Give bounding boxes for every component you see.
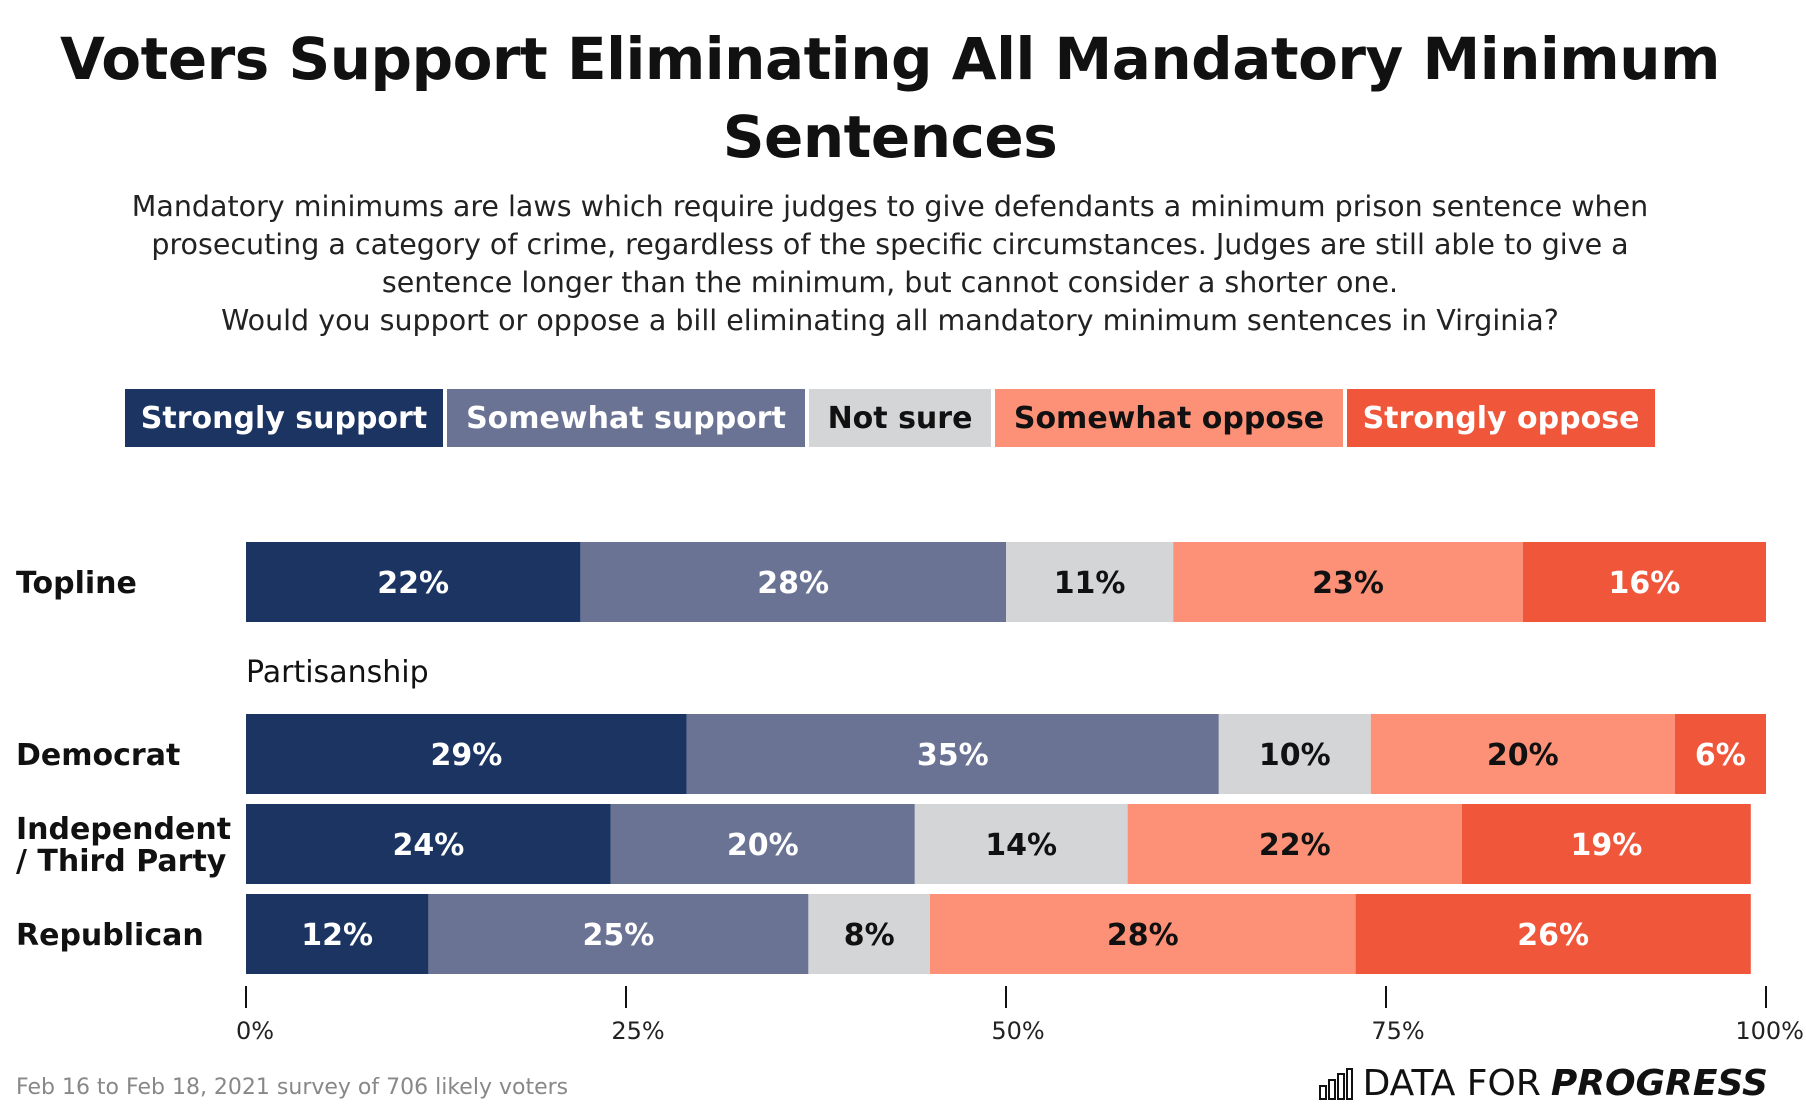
brand-strong: PROGRESS: [1550, 1063, 1768, 1104]
row-label: / Third Party: [16, 844, 227, 879]
bar-segment: [686, 714, 1219, 794]
row-label: Democrat: [16, 738, 180, 773]
data-label: 11%: [1054, 566, 1126, 601]
data-label: 23%: [1312, 566, 1384, 601]
legend-item: Not sure: [809, 389, 991, 447]
bar-segment: [246, 542, 581, 622]
brand-logo: DATA FOR PROGRESS: [1318, 1063, 1768, 1104]
brand-prefix: DATA FOR: [1362, 1063, 1541, 1104]
bar-segment: [1173, 542, 1523, 622]
data-label: 35%: [917, 738, 989, 773]
legend-item: Somewhat support: [447, 389, 805, 447]
data-label: 22%: [377, 566, 449, 601]
data-label: 28%: [757, 566, 829, 601]
data-label: 8%: [844, 918, 895, 953]
row-label: Independent: [16, 812, 231, 847]
x-tick-label: 0%: [236, 1017, 274, 1045]
stacked-bar-chart: Topline 22% 28% 11% 23% 16% Partisanship Democr…: [16, 542, 1804, 1045]
data-label: 20%: [1487, 738, 1559, 773]
data-label: 20%: [727, 828, 799, 863]
bar-segment: [246, 714, 687, 794]
bar-segment: [246, 804, 611, 884]
legend-item: Strongly support: [125, 389, 443, 447]
bar-segment: [1127, 804, 1462, 884]
bar-segment: [610, 804, 915, 884]
bar-segment: [1006, 542, 1174, 622]
data-label: 22%: [1259, 828, 1331, 863]
data-label: 25%: [582, 918, 654, 953]
bar-segment: [580, 542, 1006, 622]
data-label: 6%: [1695, 738, 1746, 773]
bar-segment: [1522, 542, 1766, 622]
subtitle-line: prosecuting a category of crime, regardl…: [151, 228, 1629, 261]
bar-segment: [1462, 804, 1751, 884]
group-label: Partisanship: [246, 655, 429, 690]
bar-segment: [1370, 714, 1675, 794]
subtitle-line: Would you support or oppose a bill elimi…: [221, 304, 1559, 337]
subtitle-line: sentence longer than the minimum, but ca…: [381, 266, 1399, 299]
legend-item: Strongly oppose: [1347, 389, 1655, 447]
bar-segment: [246, 894, 429, 974]
chart-title: Voters Support Eliminating All Mandatory…: [0, 20, 1780, 176]
bar-segment: [914, 804, 1128, 884]
data-label: 28%: [1107, 918, 1179, 953]
legend: Strongly support Somewhat support Not sure…: [125, 389, 1655, 447]
x-tick-label: 25%: [611, 1017, 664, 1045]
bar-segment: [1218, 714, 1371, 794]
data-label: 12%: [301, 918, 373, 953]
data-label: 16%: [1608, 566, 1680, 601]
x-tick-label: 50%: [991, 1017, 1044, 1045]
data-label: 10%: [1259, 738, 1331, 773]
x-tick-label: 75%: [1371, 1017, 1424, 1045]
bar-segment: [1674, 714, 1766, 794]
x-tick-label: 100%: [1735, 1017, 1804, 1045]
row-label: Topline: [16, 566, 137, 601]
bar-segment: [1355, 894, 1751, 974]
chart-title-line: Sentences: [722, 103, 1058, 171]
legend-item: Somewhat oppose: [995, 389, 1343, 447]
data-label: 19%: [1570, 828, 1642, 863]
bar-segment: [428, 894, 809, 974]
data-label: 26%: [1517, 918, 1589, 953]
chart-subtitle: Mandatory minimums are laws which requir…: [0, 188, 1780, 340]
data-label: 29%: [430, 738, 502, 773]
row-label: Republican: [16, 918, 204, 953]
data-label: 24%: [392, 828, 464, 863]
bar-segment: [808, 894, 930, 974]
data-label: 14%: [985, 828, 1057, 863]
chart-title-line: Voters Support Eliminating All Mandatory…: [60, 25, 1720, 93]
bar-chart-logo-icon: [1318, 1067, 1353, 1100]
survey-footnote: Feb 16 to Feb 18, 2021 survey of 706 lik…: [16, 1075, 569, 1100]
subtitle-line: Mandatory minimums are laws which requir…: [131, 190, 1649, 223]
bar-segment: [930, 894, 1356, 974]
